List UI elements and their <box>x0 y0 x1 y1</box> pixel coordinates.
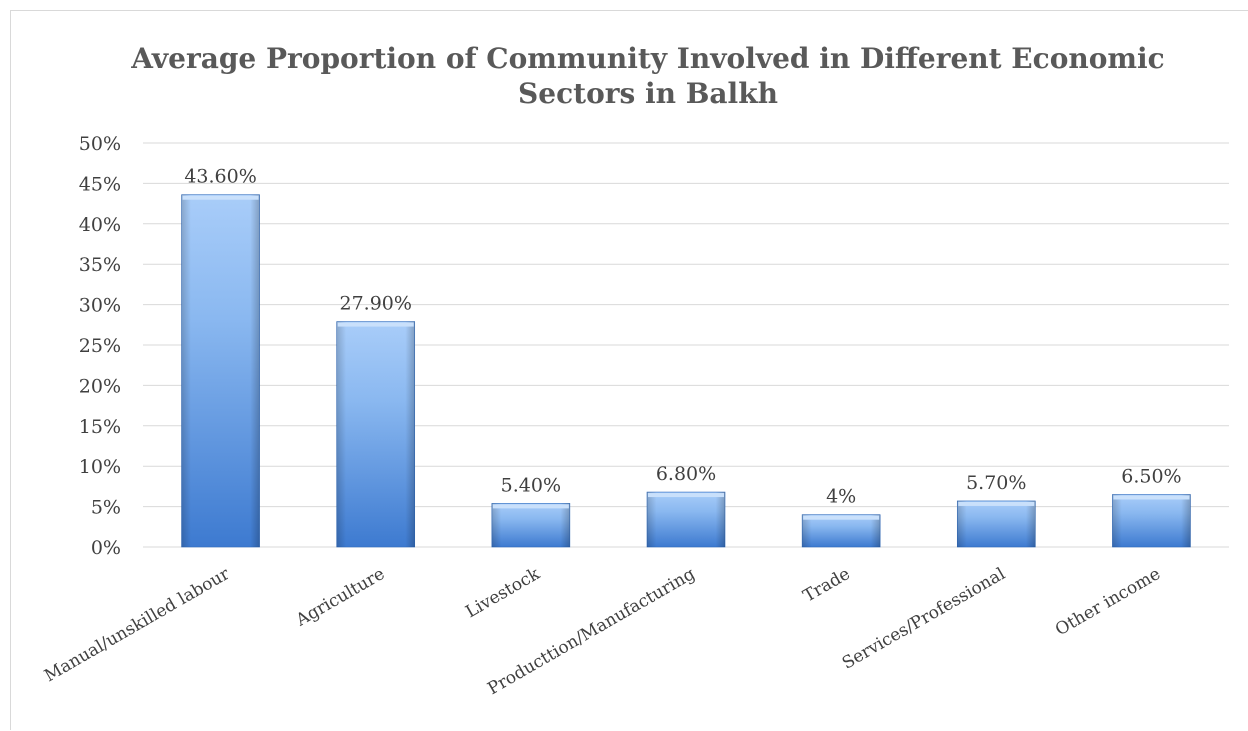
bar <box>491 503 571 548</box>
x-category-label: Livestock <box>462 564 544 623</box>
bar-chart: Average Proportion of Community Involved… <box>41 42 1229 700</box>
y-tick-label: 50% <box>79 133 121 155</box>
bar-shade <box>1112 494 1191 547</box>
bar-cap <box>958 501 1035 506</box>
y-axis-ticks: 0% 5% 10% 15% 20% 25% 30% 35% 40% 45% 50% <box>79 133 121 559</box>
data-label: 43.60% <box>184 166 256 188</box>
y-tick-label: 10% <box>79 456 121 478</box>
chart-frame: Average Proportion of Community Involved… <box>10 10 1248 730</box>
y-tick-label: 35% <box>79 254 121 276</box>
bar-shade <box>336 321 415 547</box>
y-tick-label: 25% <box>79 335 121 357</box>
data-label: 6.80% <box>656 463 716 485</box>
x-category-label: Agriculture <box>292 564 388 631</box>
bar <box>336 321 416 548</box>
y-tick-label: 5% <box>91 497 121 519</box>
data-label: 5.40% <box>501 474 561 496</box>
bar <box>956 500 1036 548</box>
y-tick-label: 45% <box>79 173 121 195</box>
chart-title-line: Average Proportion of Community Involved… <box>130 42 1164 75</box>
x-category-label: Other income <box>1052 564 1164 640</box>
y-tick-label: 20% <box>79 375 121 397</box>
bar-cap <box>182 195 259 200</box>
data-label: 6.50% <box>1121 465 1181 487</box>
bar <box>801 514 881 548</box>
bar-cap <box>1113 495 1190 500</box>
bar-cap <box>492 504 569 509</box>
gridlines <box>143 142 1229 548</box>
bar-shade <box>647 492 725 547</box>
bar-cap <box>803 515 880 520</box>
chart-title-line: Sectors in Balkh <box>518 77 778 110</box>
chart-title: Average Proportion of Community Involved… <box>130 42 1164 110</box>
data-labels: 43.60% 27.90% 5.40% 6.80% 4% 5.70% 6.50% <box>184 166 1181 508</box>
bar-shade <box>181 194 260 547</box>
y-tick-label: 30% <box>79 295 121 317</box>
y-tick-label: 15% <box>79 416 121 438</box>
bar-shade <box>491 503 570 547</box>
bar-cap <box>337 322 414 327</box>
data-label: 4% <box>826 486 856 508</box>
bar-shade <box>802 514 881 547</box>
bar <box>646 491 726 548</box>
x-category-label: Trade <box>800 564 854 607</box>
data-label: 27.90% <box>339 293 411 315</box>
bar <box>181 194 260 548</box>
x-category-label: Services/Professional <box>839 564 1009 674</box>
bar-shade <box>957 500 1036 547</box>
bars <box>181 194 1191 548</box>
bar-cap <box>648 493 724 498</box>
x-category-label: Manual/unskilled labour <box>41 564 234 687</box>
y-tick-label: 0% <box>91 537 121 559</box>
bar <box>1112 494 1191 548</box>
x-axis-categories: Manual/unskilled labour Agriculture Livest… <box>41 564 1164 700</box>
y-tick-label: 40% <box>79 214 121 236</box>
data-label: 5.70% <box>966 472 1026 494</box>
